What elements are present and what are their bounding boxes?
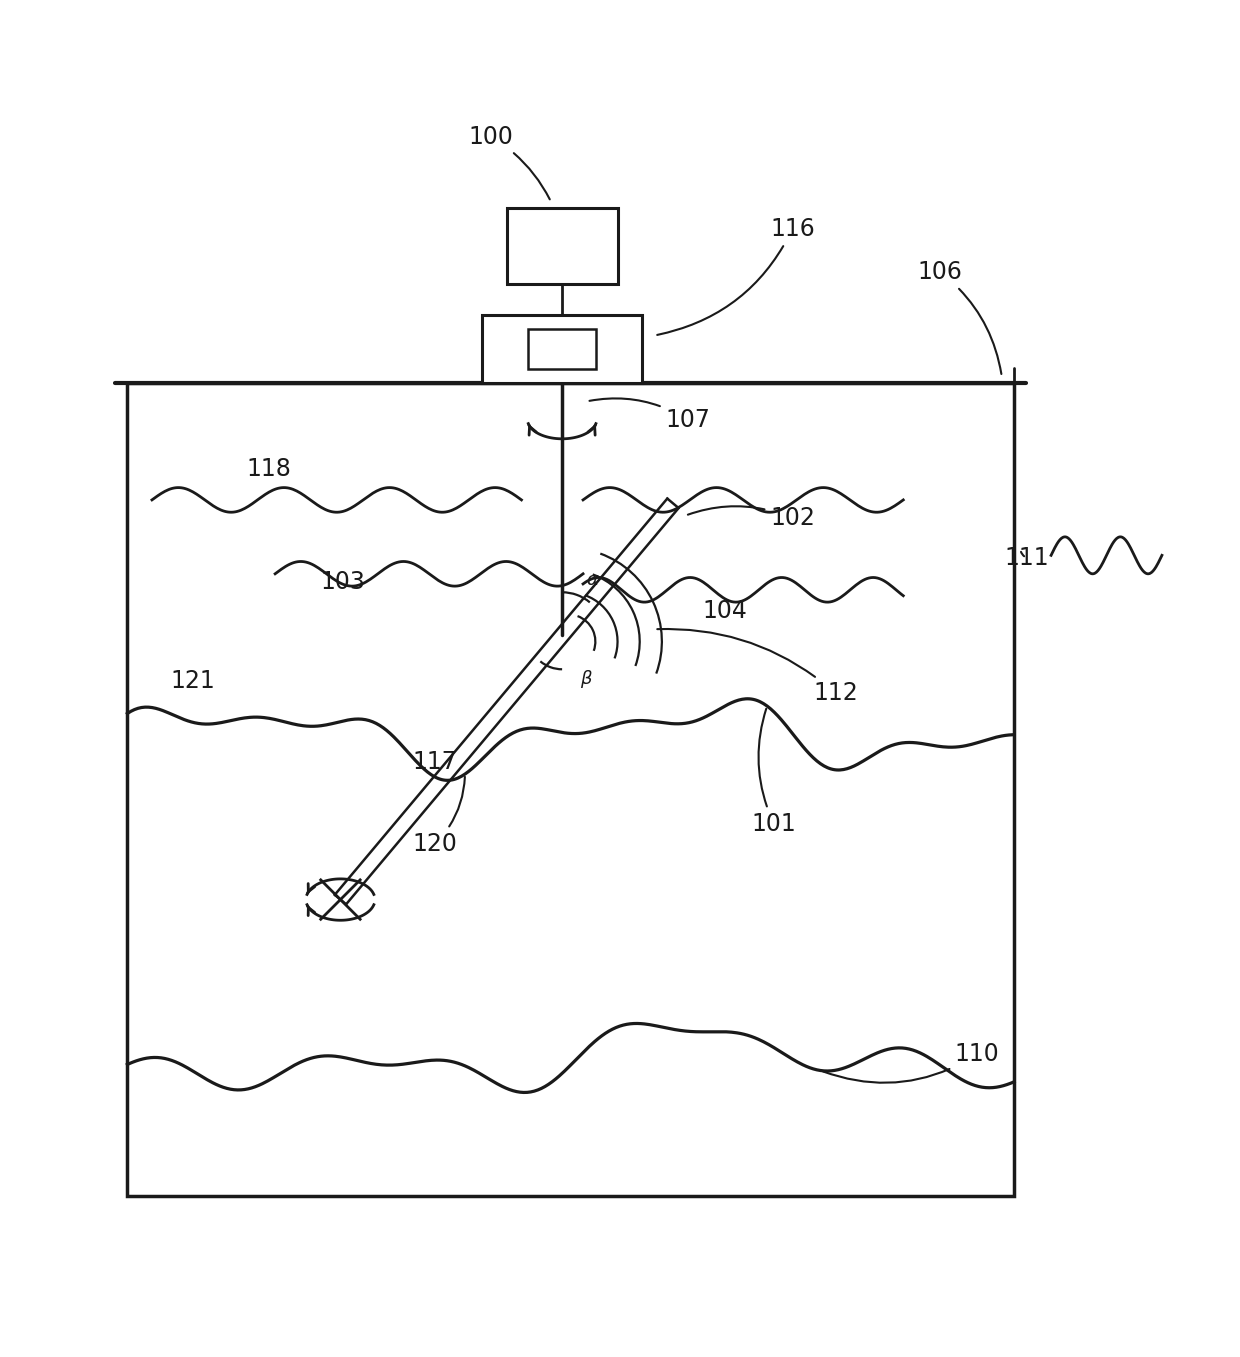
Text: 101: 101 — [751, 708, 796, 836]
Text: 103: 103 — [320, 570, 366, 594]
Text: $\alpha$: $\alpha$ — [587, 571, 600, 589]
Text: 110: 110 — [823, 1042, 999, 1083]
Text: 104: 104 — [702, 598, 748, 623]
Text: 111: 111 — [1004, 546, 1049, 570]
Text: 121: 121 — [170, 669, 215, 693]
Bar — [507, 208, 618, 285]
Text: 118: 118 — [247, 457, 291, 482]
Text: $\beta$: $\beta$ — [580, 668, 593, 689]
Bar — [528, 330, 596, 369]
Text: 116: 116 — [657, 217, 815, 335]
Text: 120: 120 — [413, 776, 465, 855]
Bar — [128, 383, 1014, 1196]
Text: 106: 106 — [918, 261, 1002, 375]
Text: 102: 102 — [688, 506, 815, 531]
Text: 107: 107 — [589, 399, 711, 432]
Text: 117: 117 — [413, 750, 458, 775]
Bar — [482, 315, 642, 383]
Text: 112: 112 — [657, 630, 858, 706]
Text: 100: 100 — [469, 125, 549, 199]
